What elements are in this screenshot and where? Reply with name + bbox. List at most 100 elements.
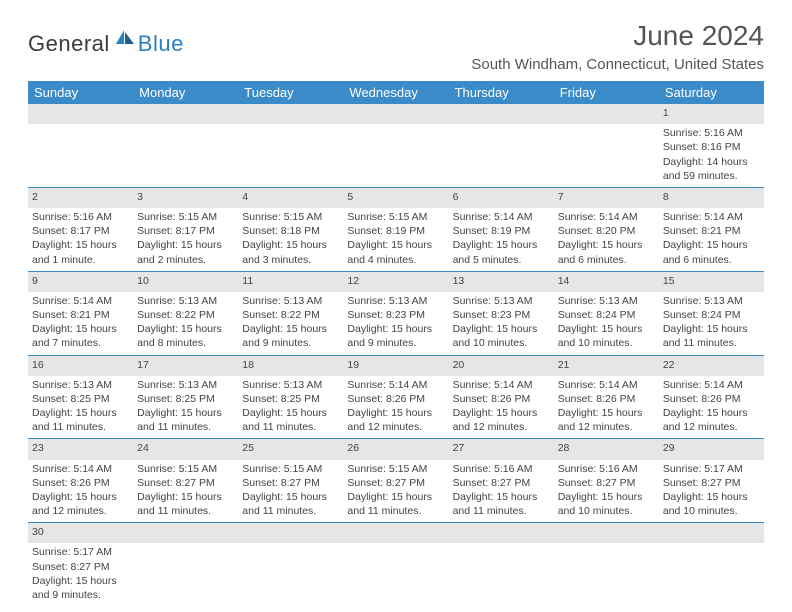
daylight-text: Daylight: 15 hours — [32, 322, 129, 336]
daylight-text: Daylight: 15 hours — [137, 406, 234, 420]
day-number: 17 — [133, 355, 238, 376]
daylight-text: and 8 minutes. — [137, 336, 234, 350]
location: South Windham, Connecticut, United State… — [471, 56, 764, 73]
sunrise-text: Sunrise: 5:13 AM — [663, 294, 760, 308]
day-number: 8 — [659, 187, 764, 208]
daylight-text: and 12 minutes. — [453, 420, 550, 434]
sunset-text: Sunset: 8:26 PM — [663, 392, 760, 406]
sunrise-text: Sunrise: 5:15 AM — [347, 462, 444, 476]
sunrise-text: Sunrise: 5:15 AM — [137, 462, 234, 476]
day-cell: Sunrise: 5:14 AMSunset: 8:26 PMDaylight:… — [659, 376, 764, 439]
daylight-text: and 7 minutes. — [32, 336, 129, 350]
day-number — [238, 104, 343, 124]
sunset-text: Sunset: 8:23 PM — [347, 308, 444, 322]
daylight-text: Daylight: 15 hours — [347, 322, 444, 336]
day-cell — [238, 124, 343, 187]
day-number — [133, 104, 238, 124]
day-number-row: 1 — [28, 104, 764, 124]
day-cell: Sunrise: 5:13 AMSunset: 8:24 PMDaylight:… — [554, 292, 659, 355]
day-cell: Sunrise: 5:16 AMSunset: 8:17 PMDaylight:… — [28, 208, 133, 271]
sunset-text: Sunset: 8:17 PM — [137, 224, 234, 238]
day-detail-row: Sunrise: 5:13 AMSunset: 8:25 PMDaylight:… — [28, 376, 764, 439]
day-number: 25 — [238, 439, 343, 460]
daylight-text: Daylight: 15 hours — [242, 490, 339, 504]
daylight-text: Daylight: 15 hours — [137, 490, 234, 504]
day-cell: Sunrise: 5:13 AMSunset: 8:25 PMDaylight:… — [238, 376, 343, 439]
sunrise-text: Sunrise: 5:14 AM — [663, 378, 760, 392]
daylight-text: and 12 minutes. — [663, 420, 760, 434]
sunrise-text: Sunrise: 5:16 AM — [663, 126, 760, 140]
sail-icon — [114, 28, 136, 51]
daylight-text: and 11 minutes. — [453, 504, 550, 518]
day-cell — [554, 124, 659, 187]
day-cell: Sunrise: 5:16 AMSunset: 8:27 PMDaylight:… — [554, 460, 659, 523]
day-number — [343, 523, 448, 544]
day-detail-row: Sunrise: 5:14 AMSunset: 8:21 PMDaylight:… — [28, 292, 764, 355]
sunset-text: Sunset: 8:17 PM — [32, 224, 129, 238]
daylight-text: and 10 minutes. — [558, 336, 655, 350]
daylight-text: and 6 minutes. — [663, 253, 760, 267]
day-number: 10 — [133, 271, 238, 292]
weekday-header-row: Sunday Monday Tuesday Wednesday Thursday… — [28, 81, 764, 104]
weekday-header: Monday — [133, 81, 238, 104]
day-number: 19 — [343, 355, 448, 376]
day-number: 18 — [238, 355, 343, 376]
logo-text-blue: Blue — [138, 31, 184, 57]
day-cell — [238, 543, 343, 606]
daylight-text: and 10 minutes. — [558, 504, 655, 518]
daylight-text: Daylight: 15 hours — [558, 322, 655, 336]
title-block: June 2024 South Windham, Connecticut, Un… — [471, 20, 764, 75]
weekday-header: Thursday — [449, 81, 554, 104]
sunrise-text: Sunrise: 5:15 AM — [137, 210, 234, 224]
day-cell: Sunrise: 5:17 AMSunset: 8:27 PMDaylight:… — [28, 543, 133, 606]
day-number: 4 — [238, 187, 343, 208]
day-detail-row: Sunrise: 5:16 AMSunset: 8:16 PMDaylight:… — [28, 124, 764, 187]
day-cell: Sunrise: 5:15 AMSunset: 8:19 PMDaylight:… — [343, 208, 448, 271]
day-cell — [343, 543, 448, 606]
daylight-text: Daylight: 15 hours — [347, 238, 444, 252]
day-cell: Sunrise: 5:13 AMSunset: 8:22 PMDaylight:… — [238, 292, 343, 355]
day-cell: Sunrise: 5:14 AMSunset: 8:26 PMDaylight:… — [554, 376, 659, 439]
daylight-text: and 11 minutes. — [242, 504, 339, 518]
sunset-text: Sunset: 8:27 PM — [453, 476, 550, 490]
sunrise-text: Sunrise: 5:14 AM — [453, 378, 550, 392]
day-number — [343, 104, 448, 124]
weekday-header: Tuesday — [238, 81, 343, 104]
daylight-text: and 9 minutes. — [347, 336, 444, 350]
sunset-text: Sunset: 8:27 PM — [347, 476, 444, 490]
sunset-text: Sunset: 8:27 PM — [32, 560, 129, 574]
day-cell — [343, 124, 448, 187]
daylight-text: and 12 minutes. — [558, 420, 655, 434]
daylight-text: Daylight: 15 hours — [558, 406, 655, 420]
logo: General Blue — [28, 28, 184, 59]
daylight-text: Daylight: 15 hours — [137, 238, 234, 252]
day-cell — [133, 124, 238, 187]
daylight-text: Daylight: 15 hours — [453, 322, 550, 336]
weekday-header: Saturday — [659, 81, 764, 104]
sunrise-text: Sunrise: 5:17 AM — [32, 545, 129, 559]
day-detail-row: Sunrise: 5:17 AMSunset: 8:27 PMDaylight:… — [28, 543, 764, 606]
daylight-text: and 12 minutes. — [32, 504, 129, 518]
day-number-row: 23242526272829 — [28, 439, 764, 460]
daylight-text: Daylight: 15 hours — [32, 406, 129, 420]
daylight-text: and 9 minutes. — [32, 588, 129, 602]
daylight-text: Daylight: 15 hours — [347, 490, 444, 504]
daylight-text: and 1 minute. — [32, 253, 129, 267]
sunset-text: Sunset: 8:27 PM — [663, 476, 760, 490]
day-number — [554, 104, 659, 124]
day-cell: Sunrise: 5:13 AMSunset: 8:23 PMDaylight:… — [449, 292, 554, 355]
day-number: 3 — [133, 187, 238, 208]
day-cell: Sunrise: 5:14 AMSunset: 8:26 PMDaylight:… — [343, 376, 448, 439]
sunrise-text: Sunrise: 5:13 AM — [347, 294, 444, 308]
header: General Blue June 2024 South Windham, Co… — [28, 20, 764, 75]
day-cell: Sunrise: 5:13 AMSunset: 8:23 PMDaylight:… — [343, 292, 448, 355]
day-number: 26 — [343, 439, 448, 460]
sunrise-text: Sunrise: 5:13 AM — [558, 294, 655, 308]
sunset-text: Sunset: 8:27 PM — [137, 476, 234, 490]
daylight-text: and 9 minutes. — [242, 336, 339, 350]
daylight-text: and 11 minutes. — [137, 504, 234, 518]
day-number: 22 — [659, 355, 764, 376]
day-cell: Sunrise: 5:13 AMSunset: 8:22 PMDaylight:… — [133, 292, 238, 355]
day-cell: Sunrise: 5:15 AMSunset: 8:27 PMDaylight:… — [343, 460, 448, 523]
day-cell: Sunrise: 5:13 AMSunset: 8:25 PMDaylight:… — [28, 376, 133, 439]
